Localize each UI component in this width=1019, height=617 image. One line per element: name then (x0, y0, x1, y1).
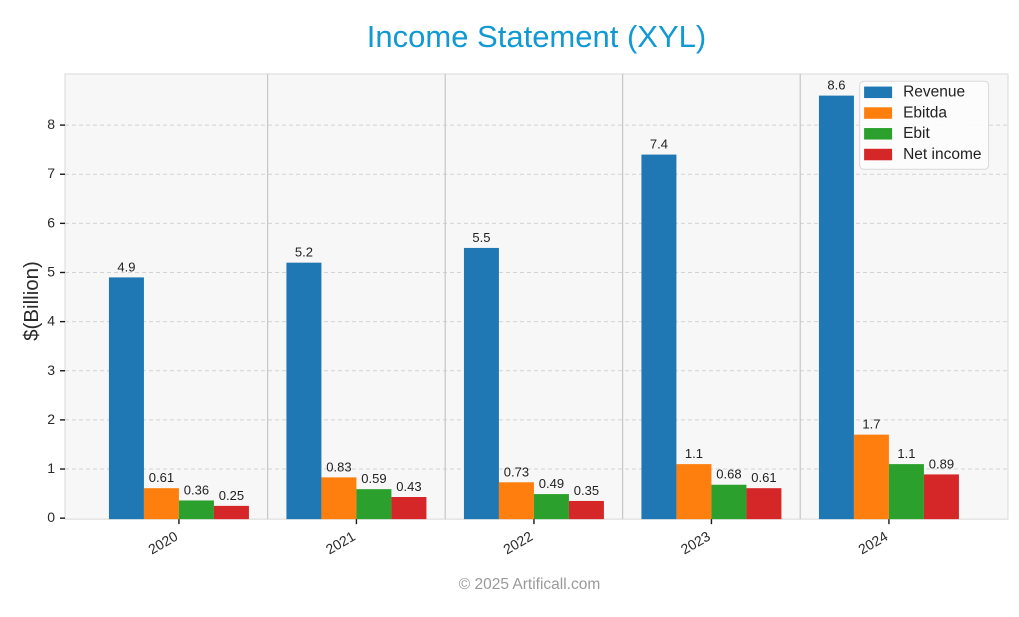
svg-text:0.36: 0.36 (184, 482, 209, 497)
svg-text:2: 2 (47, 411, 55, 427)
svg-text:0.43: 0.43 (396, 479, 421, 494)
svg-text:0.73: 0.73 (504, 464, 529, 479)
svg-text:5.2: 5.2 (295, 245, 313, 260)
svg-text:Ebitda: Ebitda (903, 104, 947, 121)
svg-text:0.61: 0.61 (149, 470, 174, 485)
svg-text:Revenue: Revenue (903, 84, 965, 101)
svg-text:2021: 2021 (323, 528, 358, 558)
svg-text:0.68: 0.68 (716, 467, 741, 482)
svg-text:0.49: 0.49 (539, 476, 564, 491)
svg-text:5: 5 (47, 263, 55, 279)
svg-text:0.83: 0.83 (326, 459, 351, 474)
svg-text:3: 3 (47, 362, 55, 378)
svg-text:8: 8 (47, 116, 55, 132)
svg-text:2020: 2020 (145, 528, 180, 558)
svg-text:Ebit: Ebit (903, 125, 930, 142)
svg-text:2023: 2023 (678, 528, 713, 558)
svg-text:2024: 2024 (855, 528, 890, 558)
svg-text:8.6: 8.6 (827, 78, 845, 93)
svg-text:2022: 2022 (500, 528, 535, 558)
svg-text:4: 4 (47, 313, 55, 329)
svg-text:5.5: 5.5 (472, 230, 490, 245)
svg-text:0.25: 0.25 (219, 488, 244, 503)
svg-text:0.35: 0.35 (574, 483, 599, 498)
svg-text:1.7: 1.7 (862, 417, 880, 432)
svg-text:Net income: Net income (903, 146, 981, 163)
svg-text:6: 6 (47, 214, 55, 230)
svg-text:0.61: 0.61 (751, 470, 776, 485)
svg-text:4.9: 4.9 (117, 259, 135, 274)
svg-text:1: 1 (47, 460, 55, 476)
svg-text:7.4: 7.4 (650, 137, 668, 152)
svg-text:1.1: 1.1 (685, 446, 703, 461)
svg-text:0.89: 0.89 (929, 456, 954, 471)
svg-text:7: 7 (47, 165, 55, 181)
svg-text:0: 0 (47, 509, 55, 525)
svg-text:0.59: 0.59 (361, 471, 386, 486)
svg-text:1.1: 1.1 (897, 446, 915, 461)
